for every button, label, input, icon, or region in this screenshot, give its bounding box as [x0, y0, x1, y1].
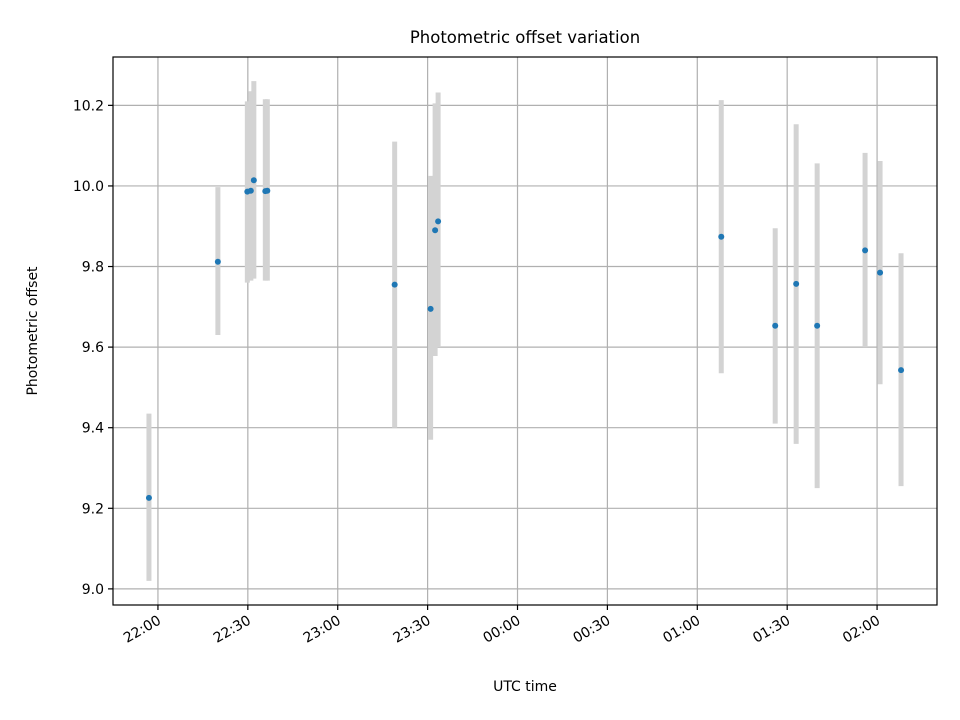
grid	[113, 57, 937, 605]
plot-frame	[112, 56, 938, 606]
y-axis-label: Photometric offset	[25, 266, 41, 396]
data-point	[793, 280, 800, 287]
data-point	[427, 305, 434, 312]
data-point	[435, 218, 442, 225]
data-point	[264, 187, 271, 194]
data-point	[718, 233, 725, 240]
y-tick-label: 10.2	[73, 98, 104, 114]
y-axis-ticks: 9.0 9.2 9.4 9.6 9.8 10.0 10.2	[73, 98, 113, 598]
data-point	[247, 187, 254, 194]
y-tick-label: 9.6	[82, 340, 104, 356]
data-point	[814, 322, 821, 329]
y-tick-label: 9.8	[82, 260, 104, 276]
y-tick-label: 10.0	[73, 179, 104, 195]
data-point	[432, 227, 439, 234]
y-tick-label: 9.4	[82, 421, 104, 437]
data-point	[250, 177, 257, 184]
data-point	[862, 247, 869, 254]
data-point	[898, 367, 905, 374]
y-tick-label: 9.2	[82, 501, 104, 517]
chart-title: Photometric offset variation	[410, 28, 640, 47]
data-points	[145, 177, 905, 501]
x-axis-label: UTC time	[493, 679, 557, 695]
data-point	[214, 258, 221, 265]
y-tick-label: 9.0	[82, 582, 104, 598]
data-point	[391, 281, 398, 288]
data-point	[877, 269, 884, 276]
data-point	[772, 322, 779, 329]
data-point	[145, 494, 152, 501]
